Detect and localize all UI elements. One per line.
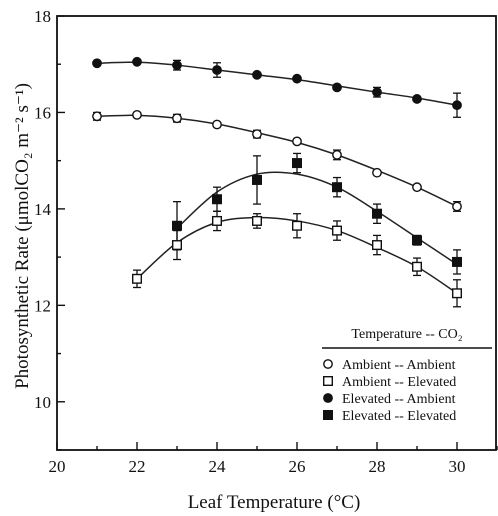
legend-marker [323, 393, 333, 403]
legend-entry: Ambient -- Ambient [342, 358, 456, 373]
legend-entry: Elevated -- Elevated [342, 409, 456, 424]
y-tick-label: 14 [34, 200, 52, 219]
data-point [251, 174, 262, 185]
data-point [251, 215, 262, 226]
data-point [132, 109, 142, 120]
fit-curves [96, 61, 458, 294]
data-point [332, 149, 342, 160]
legend-items: Ambient -- Ambient Ambient -- Elevated Ele… [323, 358, 456, 424]
data-point [412, 261, 423, 272]
fit-curve [96, 114, 458, 208]
data-point [412, 182, 422, 193]
data-markers [92, 56, 463, 299]
data-point [292, 73, 302, 84]
data-point [372, 208, 383, 219]
x-tick-label: 22 [129, 457, 146, 476]
x-tick-label: 30 [449, 457, 466, 476]
legend-title: Temperature -- CO₂ [351, 327, 462, 342]
data-point [372, 87, 382, 98]
data-point [332, 182, 343, 193]
data-point [452, 256, 463, 267]
data-point [212, 65, 222, 75]
data-point [131, 273, 142, 284]
data-point [211, 215, 222, 226]
legend-entry: Ambient -- Elevated [342, 375, 456, 390]
data-point [292, 220, 303, 231]
legend-marker [323, 376, 334, 387]
data-point [372, 240, 383, 251]
y-tick-label: 18 [34, 7, 51, 26]
axes [56, 15, 498, 451]
data-point [171, 240, 182, 251]
data-point [452, 288, 463, 299]
data-point [452, 100, 462, 111]
data-point [172, 113, 182, 124]
data-point [92, 111, 102, 122]
y-tick-label: 12 [34, 296, 51, 315]
legend: Temperature -- CO₂ Ambient -- AmbientAmb… [322, 327, 492, 424]
x-tick-label: 24 [209, 457, 227, 476]
y-tick-label: 10 [34, 393, 51, 412]
y-axis-label: Photosynthetic Rate (μmolCO₂ m⁻² s⁻¹) [12, 83, 33, 389]
x-tick-label: 20 [49, 457, 66, 476]
data-point [412, 235, 423, 246]
data-point [252, 129, 262, 140]
tick-labels: 20 22 24 26 28 30 10 12 14 16 18 [34, 7, 466, 476]
legend-entry: Elevated -- Ambient [342, 392, 456, 407]
data-point [211, 194, 222, 205]
y-tick-label: 16 [34, 103, 51, 122]
error-bars [93, 59, 461, 308]
data-point [212, 119, 222, 130]
data-point [171, 220, 182, 231]
x-tick-label: 26 [289, 457, 306, 476]
data-point [332, 82, 342, 93]
data-point [172, 60, 182, 71]
data-point [412, 94, 422, 104]
fit-curve [96, 61, 458, 106]
data-point [332, 225, 343, 236]
data-point [92, 58, 102, 69]
x-axis-label: Leaf Temperature (°C) [188, 492, 361, 513]
data-point [292, 136, 302, 147]
data-point [452, 201, 462, 212]
plot-frame [56, 15, 497, 451]
data-point [372, 167, 382, 178]
x-tick-label: 28 [369, 457, 386, 476]
data-point [252, 69, 262, 80]
legend-marker [323, 359, 333, 369]
data-point [292, 158, 303, 169]
legend-marker [323, 410, 334, 421]
data-point [132, 56, 142, 67]
